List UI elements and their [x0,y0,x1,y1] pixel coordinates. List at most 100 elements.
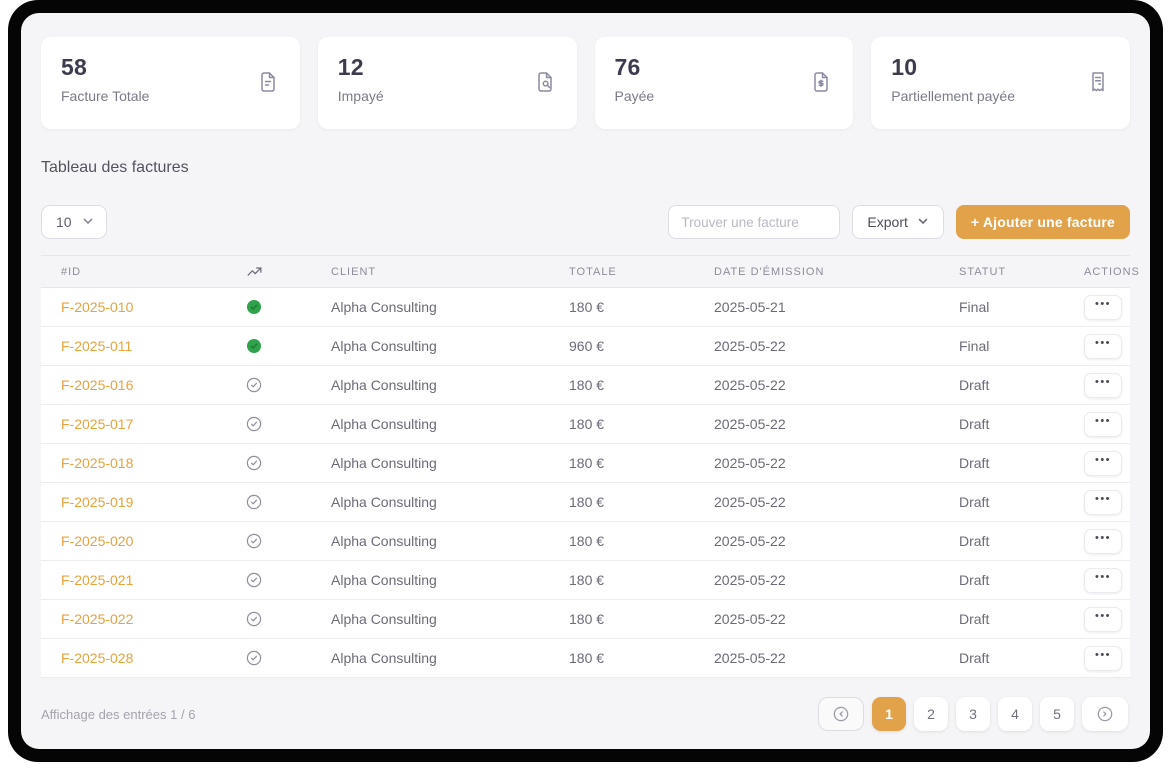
actions-cell: ••• [1084,489,1122,515]
actions-cell: ••• [1084,528,1122,554]
page-title: Tableau des factures [41,159,189,176]
row-actions-button[interactable]: ••• [1084,489,1122,515]
export-label: Export [867,214,908,230]
table-row: F-2025-028 Alpha Consulting 180 € 2025-0… [41,639,1130,678]
client-cell: Alpha Consulting [331,299,437,315]
total-cell: 180 € [569,572,605,588]
chevron-down-icon [82,214,94,230]
statut-cell: Draft [959,533,990,549]
export-button[interactable]: Export [852,205,944,239]
date-cell: 2025-05-22 [714,494,786,510]
receipt-icon [1086,70,1110,94]
invoice-id-link[interactable]: F-2025-016 [61,377,134,393]
header-date: DATE D'ÉMISSION [714,265,825,278]
page-button-2[interactable]: 2 [914,697,948,731]
table-body: F-2025-010 Alpha Consulting 180 € 2025-0… [41,288,1130,678]
check-circle-outline-icon [246,455,262,471]
chevron-down-icon [917,214,929,230]
date-cell: 2025-05-22 [714,338,786,354]
row-actions-button[interactable]: ••• [1084,645,1122,671]
search-input[interactable] [668,205,841,239]
actions-cell: ••• [1084,567,1122,593]
page-button-1[interactable]: 1 [872,697,906,731]
statut-cell: Draft [959,416,990,432]
status-icon-cell [246,377,331,393]
actions-cell: ••• [1084,372,1122,398]
actions-cell: ••• [1084,645,1122,671]
row-actions-button[interactable]: ••• [1084,567,1122,593]
check-circle-outline-icon [246,611,262,627]
table-controls: 10 Export + Ajouter une facture [41,205,1130,239]
card-label: Facture Totale [61,88,150,104]
arrow-left-circle-icon [833,706,849,722]
statut-cell: Draft [959,572,990,588]
statut-cell: Draft [959,650,990,666]
client-cell: Alpha Consulting [331,455,437,471]
statut-cell: Draft [959,377,990,393]
client-cell: Alpha Consulting [331,572,437,588]
previous-page-button[interactable] [818,697,864,731]
total-cell: 180 € [569,416,605,432]
row-actions-button[interactable]: ••• [1084,294,1122,320]
check-circle-outline-icon [246,494,262,510]
row-actions-button[interactable]: ••• [1084,372,1122,398]
actions-cell: ••• [1084,606,1122,632]
page-button-5[interactable]: 5 [1040,697,1074,731]
row-actions-button[interactable]: ••• [1084,450,1122,476]
page-button-4[interactable]: 4 [998,697,1032,731]
invoice-id-link[interactable]: F-2025-028 [61,650,134,666]
card-impaye: 12 Impayé [317,37,577,129]
card-value: 58 [61,54,87,80]
status-icon-cell [246,494,331,510]
status-icon-cell [246,650,331,666]
row-actions-button[interactable]: ••• [1084,333,1122,359]
invoice-id-link[interactable]: F-2025-022 [61,611,134,627]
total-cell: 180 € [569,377,605,393]
status-icon-cell [246,572,331,588]
actions-cell: ••• [1084,411,1122,437]
page-button-3[interactable]: 3 [956,697,990,731]
client-cell: Alpha Consulting [331,533,437,549]
header-total: TOTALE [569,265,617,278]
row-actions-button[interactable]: ••• [1084,528,1122,554]
card-label: Partiellement payée [891,88,1015,104]
header-id: #ID [61,265,82,278]
header-actions: ACTIONS [1084,265,1140,278]
green-check-circle-icon [247,339,261,353]
stat-cards: 58 Facture Totale 12 Impayé [41,37,1130,129]
status-icon-cell [246,299,331,315]
invoice-id-link[interactable]: F-2025-019 [61,494,134,510]
invoice-id-link[interactable]: F-2025-010 [61,299,134,315]
invoice-id-link[interactable]: F-2025-011 [61,338,133,354]
check-circle-outline-icon [246,572,262,588]
total-cell: 180 € [569,533,605,549]
check-circle-outline-icon [246,650,262,666]
file-search-icon [533,70,557,94]
file-text-icon [256,70,280,94]
table-row: F-2025-018 Alpha Consulting 180 € 2025-0… [41,444,1130,483]
invoice-id-link[interactable]: F-2025-018 [61,455,134,471]
date-cell: 2025-05-22 [714,455,786,471]
row-actions-button[interactable]: ••• [1084,606,1122,632]
header-client: CLIENT [331,265,377,278]
total-cell: 180 € [569,611,605,627]
client-cell: Alpha Consulting [331,338,437,354]
client-cell: Alpha Consulting [331,494,437,510]
check-circle-outline-icon [246,377,262,393]
table-row: F-2025-017 Alpha Consulting 180 € 2025-0… [41,405,1130,444]
next-page-button[interactable] [1082,697,1128,731]
total-cell: 180 € [569,494,605,510]
add-invoice-button[interactable]: + Ajouter une facture [955,205,1130,239]
invoice-id-link[interactable]: F-2025-017 [61,416,134,432]
date-cell: 2025-05-22 [714,377,786,393]
actions-cell: ••• [1084,294,1122,320]
trending-up-icon [246,263,331,280]
invoice-id-link[interactable]: F-2025-020 [61,533,134,549]
table-row: F-2025-022 Alpha Consulting 180 € 2025-0… [41,600,1130,639]
invoice-id-link[interactable]: F-2025-021 [61,572,134,588]
client-cell: Alpha Consulting [331,416,437,432]
row-actions-button[interactable]: ••• [1084,411,1122,437]
page-size-select[interactable]: 10 [41,205,107,239]
